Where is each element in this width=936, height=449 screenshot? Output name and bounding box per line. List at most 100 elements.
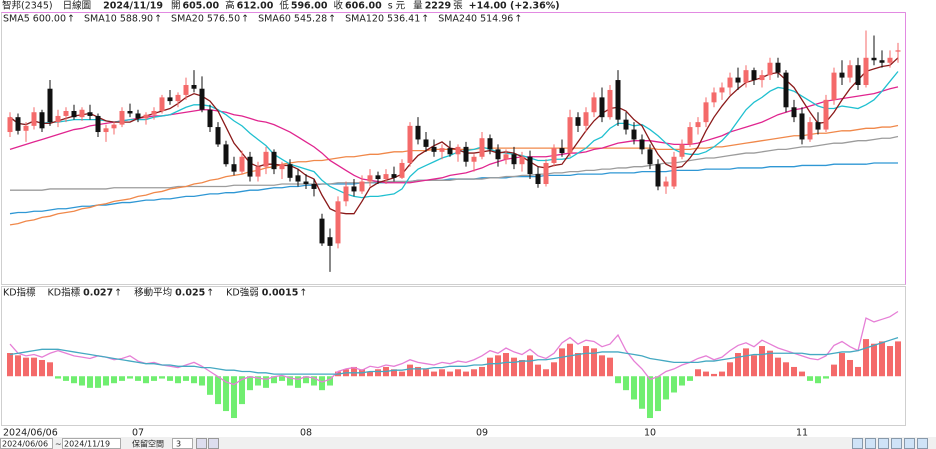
candle-body [87,112,93,116]
legend-name: SMA20 [171,14,204,25]
histogram-bar [719,371,725,377]
candle-body [463,146,469,162]
x-tick-label: 07 [132,428,144,439]
candle-body [23,125,29,131]
candle-body [303,181,309,185]
histogram-bar [759,346,765,377]
candle-body [295,175,301,182]
histogram-bar [471,369,477,377]
candle-body [823,99,829,130]
legend-name: 移動平均 [134,287,172,299]
candle-body [439,148,445,152]
candle-body [31,112,37,126]
candle-body [471,156,477,162]
tool-button[interactable] [852,438,863,449]
tool-button[interactable] [891,438,902,449]
histogram-bar [767,350,773,377]
candle-body [727,77,733,88]
histogram-bar [319,376,325,391]
quote-label: 低 [279,0,289,12]
histogram-bar [23,357,29,377]
candle-body [671,156,677,187]
histogram-bar [831,364,837,377]
candle-body [447,148,453,155]
unit: s 元 [388,1,406,12]
candle-body [663,181,669,187]
histogram-bar [479,366,485,377]
period: 日線圖 [63,0,92,12]
histogram-bar [799,371,805,377]
legend-value: 600.00 [33,14,66,25]
histogram-bar [439,369,445,377]
end-date: 2024/11/19 [64,440,110,449]
x-tick-label: 2024/06/06 [3,428,58,439]
histogram-bar [623,376,629,391]
histogram-bar [271,376,277,384]
candle-body [351,186,357,192]
candle-body [495,149,501,160]
candle-body [215,127,221,145]
histogram-bar [599,355,605,377]
histogram-bar [519,359,525,377]
candle-body [847,65,853,78]
candle-body [247,156,253,177]
button[interactable] [196,438,207,449]
candle-body [703,102,709,123]
candle-body [623,119,629,130]
candle-body [391,174,397,178]
quote-value: 605.00 [182,1,219,12]
button[interactable] [208,438,219,449]
legend-trend: ↑ [328,14,336,25]
candle-body [199,88,205,110]
candle-body [687,127,693,145]
candle-body [175,94,181,102]
quote-label: 高 [225,0,235,12]
histogram-bar [143,376,149,384]
histogram-bar [487,357,493,377]
legend-value: 588.90 [120,14,153,25]
histogram-bar [255,376,261,386]
candle-body [127,110,133,114]
histogram-bar [55,376,61,379]
tool-button[interactable] [878,438,889,449]
quote-value: 596.00 [291,1,328,12]
histogram-bar [735,353,741,377]
histogram-bar [591,348,597,377]
candle-body [527,156,533,175]
histogram-bar [87,376,93,388]
candle-body [647,149,653,165]
candle-body [879,60,885,63]
candle-body [191,85,197,89]
histogram-bar [615,376,621,384]
candle-body [167,97,173,102]
candle-body [615,80,621,120]
volume-unit: 張 [453,1,463,12]
histogram-bar [887,346,893,377]
histogram-bar [655,376,661,412]
candle-body [751,70,757,81]
histogram-bar [71,376,77,384]
histogram-bar [423,369,429,377]
histogram-bar [647,376,653,419]
tool-button[interactable] [904,438,915,449]
quote-value: 606.00 [345,1,382,12]
candle-body [855,65,861,86]
histogram-bar [295,376,301,388]
separator: ~ [55,440,62,449]
candle-body [15,117,21,131]
tool-button[interactable] [865,438,876,449]
x-tick-label: 11 [796,428,808,439]
histogram-bar [663,376,669,400]
candle-body [383,174,389,180]
histogram-bar [367,371,373,377]
candle-body [791,107,797,118]
x-tick-label: 09 [476,428,488,439]
histogram-bar [47,362,53,377]
indicator-line [9,336,899,375]
candle-body [783,72,789,108]
legend-trend: ↑ [514,14,522,25]
reserve-value: 3 [176,440,181,449]
legend-value: 576.50 [207,14,240,25]
tool-button[interactable] [917,438,928,449]
candle-body [735,77,741,83]
